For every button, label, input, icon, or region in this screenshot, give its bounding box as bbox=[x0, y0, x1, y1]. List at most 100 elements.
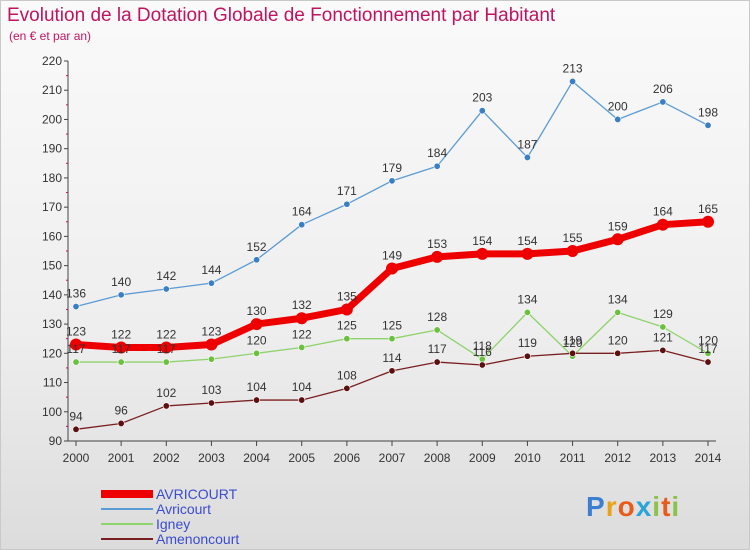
data-point bbox=[295, 312, 308, 325]
data-point bbox=[704, 121, 712, 129]
proxiti-logo: Proxiti bbox=[586, 491, 680, 523]
x-tick-label: 2000 bbox=[63, 451, 90, 465]
data-point bbox=[117, 291, 125, 299]
data-point bbox=[340, 303, 353, 316]
y-tick-label: 200 bbox=[42, 112, 62, 126]
logo-letter: r bbox=[605, 491, 618, 522]
data-label: 123 bbox=[66, 325, 86, 339]
logo-letter: P bbox=[586, 491, 606, 522]
data-label: 121 bbox=[653, 330, 673, 344]
legend-item-avricourt-bold: AVRICOURT bbox=[101, 486, 321, 502]
data-point bbox=[704, 349, 712, 357]
data-point bbox=[659, 98, 667, 106]
logo-letter: x bbox=[635, 491, 653, 522]
data-label: 198 bbox=[698, 105, 718, 119]
data-point bbox=[162, 285, 170, 293]
data-point bbox=[250, 318, 263, 331]
data-label: 140 bbox=[111, 275, 131, 289]
data-point bbox=[343, 335, 351, 343]
data-point bbox=[207, 399, 215, 407]
data-point bbox=[72, 425, 80, 433]
data-point bbox=[388, 177, 396, 185]
x-tick-label: 2014 bbox=[695, 451, 722, 465]
x-tick-label: 2004 bbox=[243, 451, 270, 465]
data-label: 117 bbox=[112, 342, 131, 356]
data-label: 122 bbox=[156, 327, 176, 341]
data-point bbox=[521, 247, 534, 260]
data-point bbox=[659, 346, 667, 354]
data-label: 154 bbox=[472, 234, 492, 248]
data-label: 117 bbox=[66, 342, 85, 356]
legend-item-igney: Igney bbox=[101, 516, 321, 532]
data-point bbox=[253, 396, 261, 404]
y-tick-label: 190 bbox=[42, 142, 62, 156]
x-tick-label: 2003 bbox=[198, 451, 225, 465]
data-point bbox=[117, 419, 125, 427]
data-label: 130 bbox=[247, 304, 267, 318]
data-label: 116 bbox=[473, 345, 492, 359]
data-point bbox=[523, 352, 531, 360]
data-point bbox=[298, 396, 306, 404]
data-point bbox=[160, 341, 173, 354]
data-point bbox=[476, 247, 489, 260]
data-point bbox=[659, 323, 667, 331]
data-label: 149 bbox=[382, 249, 402, 263]
data-label: 125 bbox=[337, 319, 357, 333]
data-label: 122 bbox=[292, 327, 312, 341]
legend-swatch bbox=[101, 538, 153, 540]
data-label: 119 bbox=[518, 336, 537, 350]
data-point bbox=[343, 384, 351, 392]
data-label: 164 bbox=[292, 205, 312, 219]
logo-letter: i bbox=[652, 491, 662, 522]
data-point bbox=[614, 115, 622, 123]
data-point bbox=[205, 338, 218, 351]
data-label: 164 bbox=[653, 205, 673, 219]
data-label: 134 bbox=[608, 292, 628, 306]
x-tick-label: 2001 bbox=[108, 451, 135, 465]
data-label: 117 bbox=[698, 342, 717, 356]
data-label: 129 bbox=[653, 307, 673, 321]
data-point bbox=[72, 303, 80, 311]
data-label: 155 bbox=[563, 231, 583, 245]
data-label: 184 bbox=[427, 146, 447, 160]
x-tick-label: 2002 bbox=[153, 451, 180, 465]
data-point bbox=[343, 200, 351, 208]
data-label: 203 bbox=[472, 91, 492, 105]
y-tick-label: 130 bbox=[42, 317, 62, 331]
y-tick-label: 120 bbox=[42, 346, 62, 360]
data-point bbox=[207, 279, 215, 287]
data-label: 152 bbox=[247, 240, 267, 254]
data-point bbox=[298, 221, 306, 229]
data-point bbox=[611, 233, 624, 246]
data-point bbox=[70, 338, 82, 351]
data-label: 125 bbox=[382, 319, 402, 333]
data-label: 117 bbox=[428, 342, 447, 356]
data-label: 200 bbox=[608, 99, 628, 113]
data-label: 128 bbox=[427, 310, 447, 324]
data-label: 104 bbox=[247, 380, 267, 394]
data-point bbox=[569, 349, 577, 357]
x-tick-label: 2005 bbox=[288, 451, 315, 465]
data-label: 94 bbox=[69, 409, 83, 423]
y-tick-label: 90 bbox=[49, 434, 63, 448]
data-label: 144 bbox=[201, 263, 221, 277]
data-point bbox=[162, 358, 170, 366]
data-label: 132 bbox=[292, 298, 312, 312]
data-point bbox=[702, 215, 714, 228]
data-point bbox=[569, 77, 577, 85]
data-label: 142 bbox=[156, 269, 176, 283]
x-tick-label: 2007 bbox=[379, 451, 406, 465]
data-point bbox=[704, 358, 712, 366]
data-label: 153 bbox=[427, 237, 447, 251]
data-point bbox=[162, 402, 170, 410]
data-point bbox=[388, 367, 396, 375]
legend-item-amenoncourt: Amenoncourt bbox=[101, 531, 321, 547]
data-point bbox=[386, 262, 398, 275]
y-tick-label: 140 bbox=[42, 288, 62, 302]
y-tick-label: 210 bbox=[42, 83, 62, 97]
data-label: 102 bbox=[156, 386, 176, 400]
logo-letter: t bbox=[661, 491, 672, 522]
data-point bbox=[614, 308, 622, 316]
logo-letter: i bbox=[671, 491, 681, 522]
legend-swatch bbox=[101, 490, 153, 498]
